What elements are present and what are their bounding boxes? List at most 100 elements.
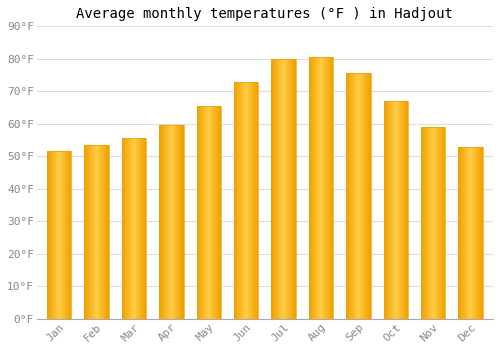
- Bar: [479, 147, 480, 319]
- Bar: [251, 82, 252, 319]
- Bar: [123, 139, 124, 319]
- Bar: [391, 101, 392, 319]
- Bar: [402, 101, 403, 319]
- Bar: [252, 82, 253, 319]
- Bar: [133, 139, 134, 319]
- Bar: [443, 127, 444, 319]
- Bar: [426, 127, 427, 319]
- Bar: [332, 57, 333, 319]
- Bar: [198, 106, 199, 319]
- Bar: [70, 152, 72, 319]
- Bar: [138, 139, 139, 319]
- Bar: [172, 125, 173, 319]
- Bar: [466, 147, 467, 319]
- Bar: [200, 106, 201, 319]
- Bar: [283, 59, 284, 319]
- Bar: [474, 147, 475, 319]
- Bar: [352, 74, 353, 319]
- Bar: [428, 127, 429, 319]
- Bar: [240, 82, 242, 319]
- Bar: [256, 82, 257, 319]
- Bar: [388, 101, 389, 319]
- Bar: [238, 82, 239, 319]
- Bar: [436, 127, 437, 319]
- Bar: [367, 74, 368, 319]
- Bar: [397, 101, 398, 319]
- Bar: [94, 145, 96, 319]
- Bar: [84, 145, 108, 319]
- Bar: [52, 152, 53, 319]
- Bar: [171, 125, 172, 319]
- Bar: [91, 145, 92, 319]
- Bar: [384, 101, 385, 319]
- Bar: [400, 101, 402, 319]
- Bar: [208, 106, 209, 319]
- Bar: [355, 74, 356, 319]
- Bar: [90, 145, 91, 319]
- Bar: [88, 145, 90, 319]
- Bar: [162, 125, 163, 319]
- Bar: [359, 74, 360, 319]
- Bar: [285, 59, 286, 319]
- Bar: [140, 139, 141, 319]
- Bar: [328, 57, 329, 319]
- Bar: [281, 59, 282, 319]
- Bar: [467, 147, 468, 319]
- Bar: [237, 82, 238, 319]
- Bar: [358, 74, 359, 319]
- Bar: [274, 59, 275, 319]
- Bar: [204, 106, 205, 319]
- Bar: [392, 101, 393, 319]
- Bar: [472, 147, 473, 319]
- Bar: [62, 152, 63, 319]
- Bar: [430, 127, 431, 319]
- Bar: [66, 152, 67, 319]
- Bar: [284, 59, 285, 319]
- Bar: [320, 57, 321, 319]
- Bar: [101, 145, 102, 319]
- Bar: [361, 74, 362, 319]
- Bar: [128, 139, 129, 319]
- Bar: [96, 145, 97, 319]
- Bar: [196, 106, 197, 319]
- Bar: [201, 106, 202, 319]
- Bar: [462, 147, 464, 319]
- Bar: [68, 152, 69, 319]
- Bar: [295, 59, 296, 319]
- Bar: [476, 147, 478, 319]
- Bar: [405, 101, 406, 319]
- Bar: [458, 147, 459, 319]
- Bar: [159, 125, 160, 319]
- Bar: [205, 106, 206, 319]
- Bar: [398, 101, 399, 319]
- Bar: [247, 82, 248, 319]
- Bar: [211, 106, 212, 319]
- Bar: [216, 106, 218, 319]
- Bar: [385, 101, 386, 319]
- Bar: [67, 152, 68, 319]
- Bar: [174, 125, 175, 319]
- Bar: [181, 125, 182, 319]
- Bar: [364, 74, 365, 319]
- Bar: [435, 127, 436, 319]
- Bar: [137, 139, 138, 319]
- Bar: [356, 74, 357, 319]
- Bar: [329, 57, 330, 319]
- Bar: [277, 59, 278, 319]
- Bar: [135, 139, 136, 319]
- Bar: [93, 145, 94, 319]
- Bar: [275, 59, 276, 319]
- Bar: [464, 147, 465, 319]
- Bar: [480, 147, 481, 319]
- Bar: [473, 147, 474, 319]
- Bar: [461, 147, 462, 319]
- Bar: [85, 145, 86, 319]
- Bar: [243, 82, 244, 319]
- Bar: [144, 139, 145, 319]
- Bar: [239, 82, 240, 319]
- Bar: [330, 57, 332, 319]
- Bar: [220, 106, 221, 319]
- Bar: [254, 82, 256, 319]
- Bar: [321, 57, 322, 319]
- Bar: [244, 82, 245, 319]
